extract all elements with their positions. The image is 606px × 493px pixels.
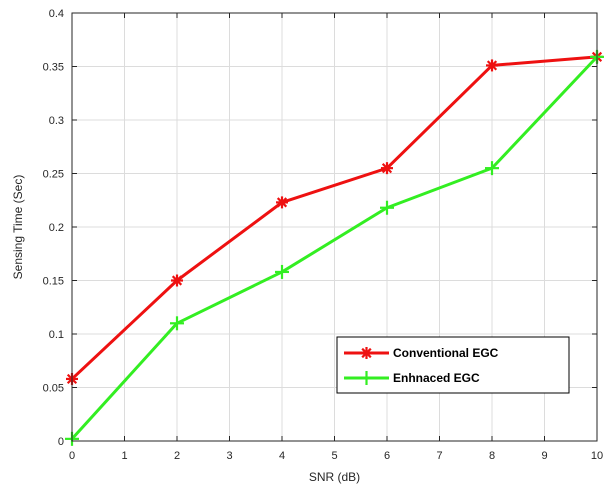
y-axis-label: Sensing Time (Sec) (11, 175, 25, 280)
data-point-marker (171, 274, 183, 287)
y-tick-label: 0.25 (43, 169, 64, 181)
data-point-marker (486, 59, 498, 72)
y-tick-label: 0.3 (49, 115, 64, 127)
x-tick-label: 5 (331, 450, 337, 462)
legend-label: Conventional EGC (393, 346, 499, 360)
data-point-marker (359, 371, 374, 385)
data-point-marker (170, 316, 184, 331)
x-tick-label: 4 (279, 450, 285, 462)
x-tick-label: 10 (591, 450, 603, 462)
y-tick-label: 0.1 (49, 329, 64, 341)
y-tick-label: 0.4 (49, 8, 64, 20)
y-tick-label: 0.35 (43, 62, 64, 74)
series-layer (65, 49, 604, 446)
y-tick-label: 0.15 (43, 276, 64, 288)
x-tick-label: 7 (436, 450, 442, 462)
data-point-marker (276, 196, 288, 209)
x-tick-label: 0 (69, 450, 75, 462)
legend-item: Conventional EGC (344, 346, 499, 360)
data-point-marker (380, 200, 394, 215)
x-tick-label: 3 (226, 450, 232, 462)
y-tick-label: 0 (58, 436, 64, 448)
x-tick-label: 9 (541, 450, 547, 462)
legend-box (336, 336, 570, 394)
x-tick-label: 2 (174, 450, 180, 462)
data-point-marker (381, 162, 393, 175)
series-line (70, 55, 599, 440)
legend-item: Enhnaced EGC (344, 371, 480, 385)
legend-items: Conventional EGC Enhnaced EGC (344, 346, 499, 385)
legend-label: Enhnaced EGC (393, 371, 480, 385)
series-1 (66, 50, 603, 385)
axes: 0 1 2 3 4 5 6 7 8 9 10 0 0.05 0.1 0.15 0.2 0.25 0.3 0.35 0.… (43, 8, 604, 462)
x-axis-label: SNR (dB) (309, 470, 360, 484)
data-point-marker (360, 347, 373, 359)
x-tick-label: 8 (489, 450, 495, 462)
x-tick-label: 1 (121, 450, 127, 462)
series-line (70, 55, 598, 381)
legend: Conventional EGC Enhnaced EGC (336, 336, 570, 394)
data-point-marker (275, 264, 289, 279)
data-point-marker (485, 161, 499, 176)
y-tick-label: 0.05 (43, 383, 64, 395)
x-tick-label: 6 (384, 450, 390, 462)
y-tick-label: 0.2 (49, 222, 64, 234)
